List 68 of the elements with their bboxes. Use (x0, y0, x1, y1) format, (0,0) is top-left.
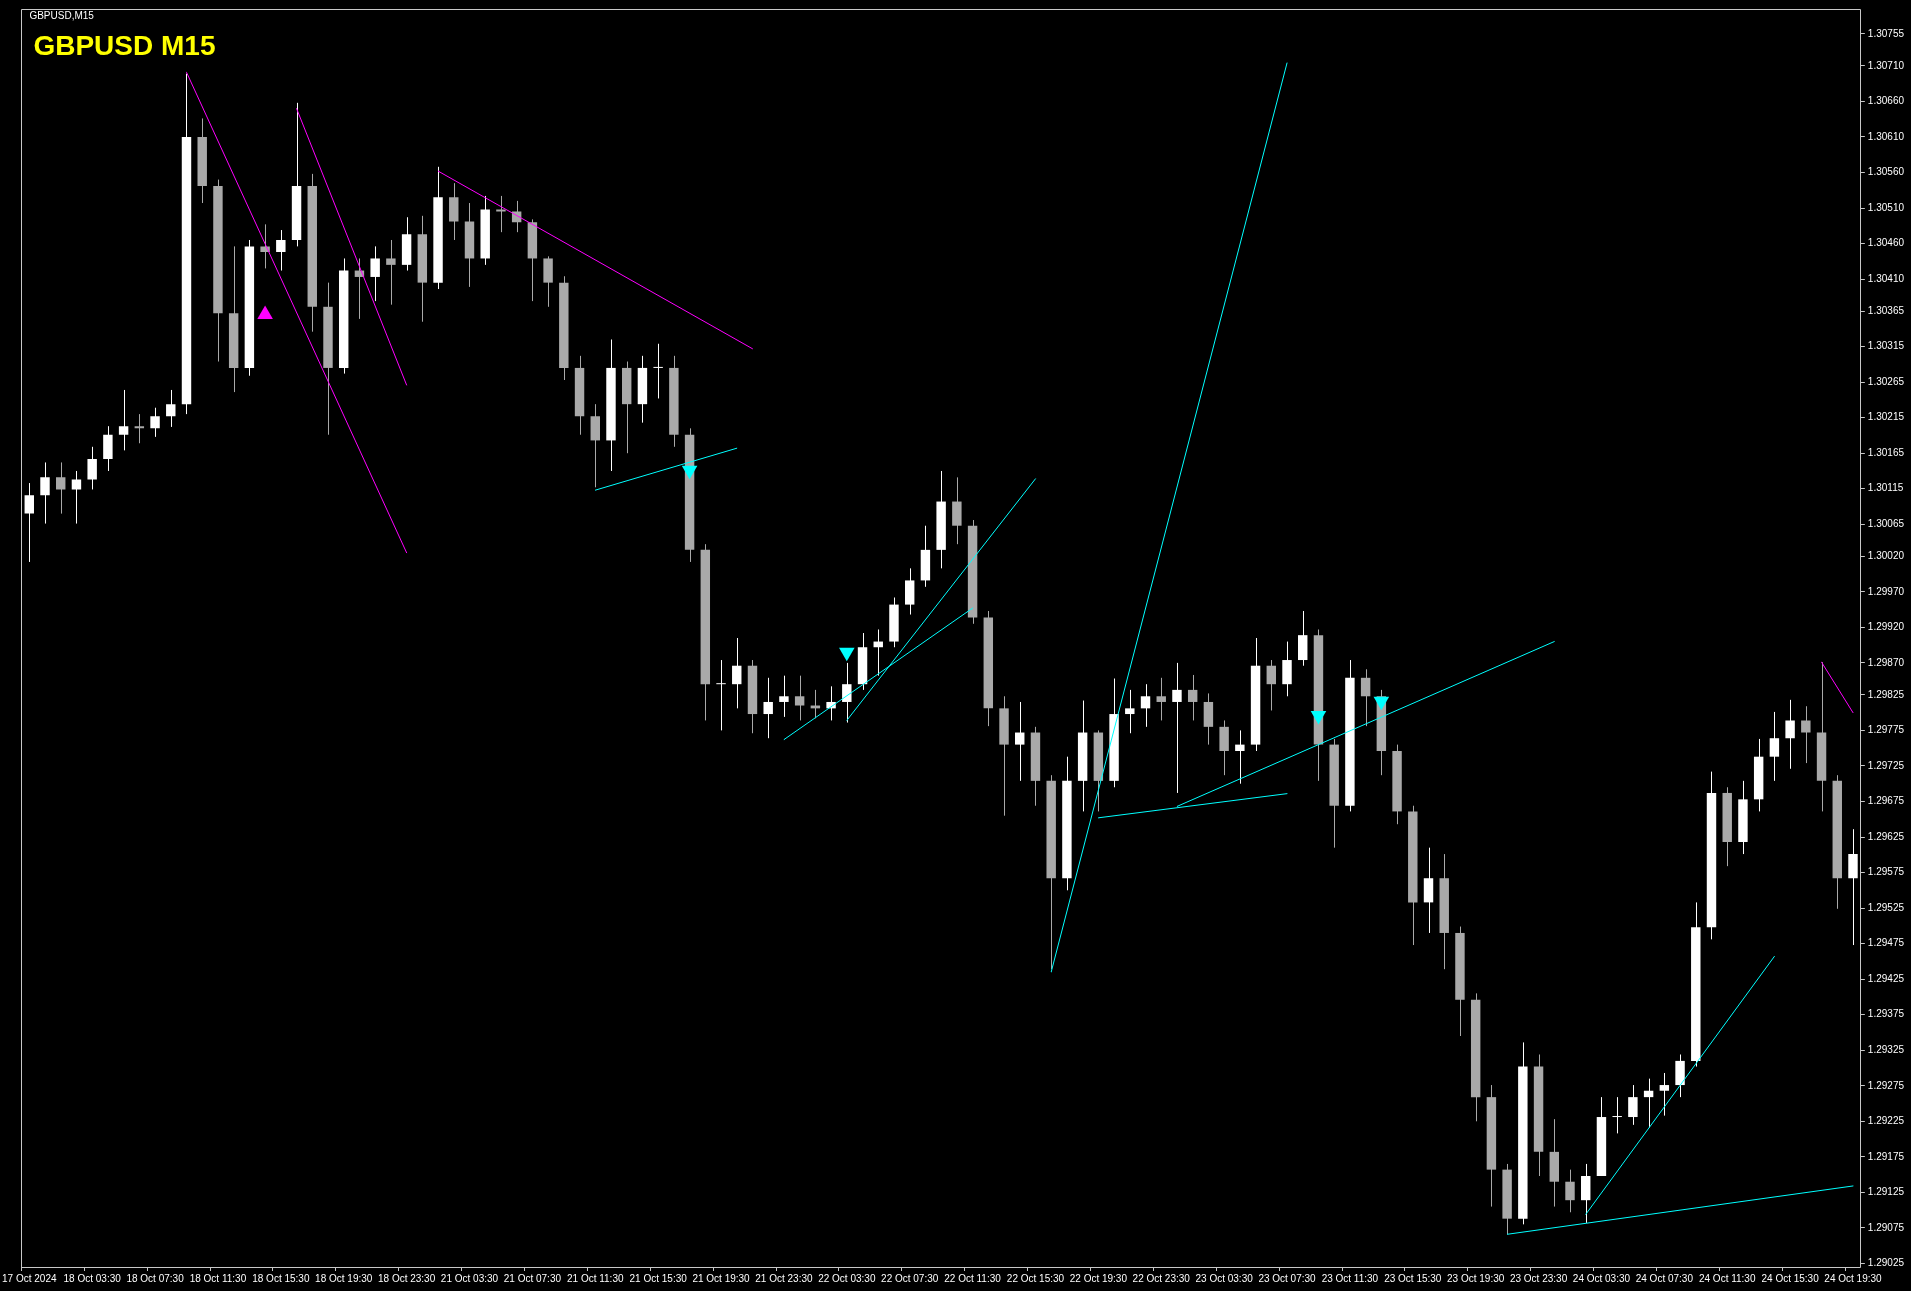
y-tick-label: 1.29375 (1867, 1008, 1905, 1020)
y-tick-label: 1.29775 (1867, 724, 1905, 736)
x-tick-label: 22 Oct 15:30 (1006, 1272, 1065, 1284)
x-tick-label: 24 Oct 15:30 (1761, 1272, 1820, 1284)
y-tick-label: 1.29825 (1867, 688, 1905, 700)
x-tick-label: 23 Oct 11:30 (1321, 1272, 1379, 1284)
y-tick-label: 1.29125 (1867, 1186, 1905, 1198)
y-tick-label: 1.29225 (1867, 1115, 1905, 1127)
x-tick-label: 22 Oct 03:30 (818, 1272, 876, 1284)
y-tick-label: 1.30365 (1867, 304, 1905, 316)
x-tick-label: 17 Oct 2024 (2, 1272, 57, 1284)
x-tick-label: 18 Oct 07:30 (126, 1272, 185, 1284)
y-tick-label: 1.29725 (1867, 759, 1905, 771)
y-tick-label: 1.29970 (1867, 585, 1905, 597)
x-tick-label: 23 Oct 15:30 (1384, 1272, 1442, 1284)
x-tick-label: 18 Oct 15:30 (252, 1272, 310, 1284)
x-tick-label: 24 Oct 19:30 (1824, 1272, 1883, 1284)
x-tick-label: 24 Oct 11:30 (1698, 1272, 1756, 1284)
x-tick-label: 18 Oct 03:30 (63, 1272, 122, 1284)
annotation: GBPUSD,M15 (29, 9, 95, 21)
y-tick-label: 1.30020 (1867, 550, 1905, 562)
y-tick-label: 1.29920 (1867, 621, 1905, 633)
x-tick-label: 18 Oct 23:30 (377, 1272, 436, 1284)
x-tick-label: 21 Oct 07:30 (503, 1272, 562, 1284)
y-tick-label: 1.30410 (1867, 272, 1905, 284)
y-tick-label: 1.30610 (1867, 130, 1905, 142)
x-tick-label: 18 Oct 11:30 (189, 1272, 247, 1284)
y-tick-label: 1.29675 (1867, 795, 1905, 807)
y-tick-label: 1.29325 (1867, 1043, 1905, 1055)
y-tick-label: 1.30315 (1867, 340, 1905, 352)
x-tick-label: 23 Oct 23:30 (1509, 1272, 1568, 1284)
y-tick-label: 1.30265 (1867, 375, 1905, 387)
y-tick-label: 1.30215 (1867, 411, 1905, 423)
y-tick-label: 1.29525 (1867, 901, 1905, 913)
y-tick-label: 1.30510 (1867, 201, 1905, 213)
text: GBPUSD M15 (33, 29, 216, 61)
x-tick-label: 22 Oct 23:30 (1132, 1272, 1191, 1284)
x-tick-label: 21 Oct 23:30 (755, 1272, 813, 1284)
x-tick-label: 21 Oct 11:30 (566, 1272, 624, 1284)
y-tick-label: 1.29275 (1867, 1079, 1905, 1091)
y-tick-label: 1.30065 (1867, 518, 1905, 530)
y-tick-label: 1.29075 (1867, 1221, 1905, 1233)
y-tick-label: 1.29025 (1867, 1257, 1905, 1269)
x-tick-label: 22 Oct 07:30 (881, 1272, 939, 1284)
x-tick-label: 24 Oct 03:30 (1572, 1272, 1631, 1284)
y-tick-label: 1.30710 (1867, 59, 1905, 71)
y-tick-label: 1.29175 (1867, 1150, 1905, 1162)
y-tick-label: 1.29575 (1867, 866, 1905, 878)
y-tick-label: 1.29425 (1867, 972, 1905, 984)
y-tick-label: 1.29870 (1867, 656, 1905, 668)
y-tick-label: 1.29475 (1867, 937, 1905, 949)
y-tick-label: 1.30755 (1867, 27, 1905, 39)
x-tick-label: 21 Oct 15:30 (629, 1272, 688, 1284)
x-tick-label: 23 Oct 07:30 (1258, 1272, 1317, 1284)
y-tick-label: 1.30115 (1867, 482, 1904, 494)
y-tick-label: 1.29625 (1867, 830, 1905, 842)
x-tick-label: 21 Oct 03:30 (440, 1272, 499, 1284)
x-tick-label: 23 Oct 03:30 (1195, 1272, 1254, 1284)
y-tick-label: 1.30560 (1867, 166, 1905, 178)
x-tick-label: 21 Oct 19:30 (692, 1272, 751, 1284)
x-tick-label: 23 Oct 19:30 (1447, 1272, 1505, 1284)
x-tick-label: 24 Oct 07:30 (1635, 1272, 1694, 1284)
x-tick-label: 22 Oct 11:30 (944, 1272, 1002, 1284)
y-tick-label: 1.30165 (1867, 446, 1905, 458)
x-tick-label: 18 Oct 19:30 (315, 1272, 373, 1284)
y-tick-label: 1.30660 (1867, 95, 1905, 107)
x-tick-label: 22 Oct 19:30 (1069, 1272, 1128, 1284)
y-tick-label: 1.30460 (1867, 237, 1905, 249)
